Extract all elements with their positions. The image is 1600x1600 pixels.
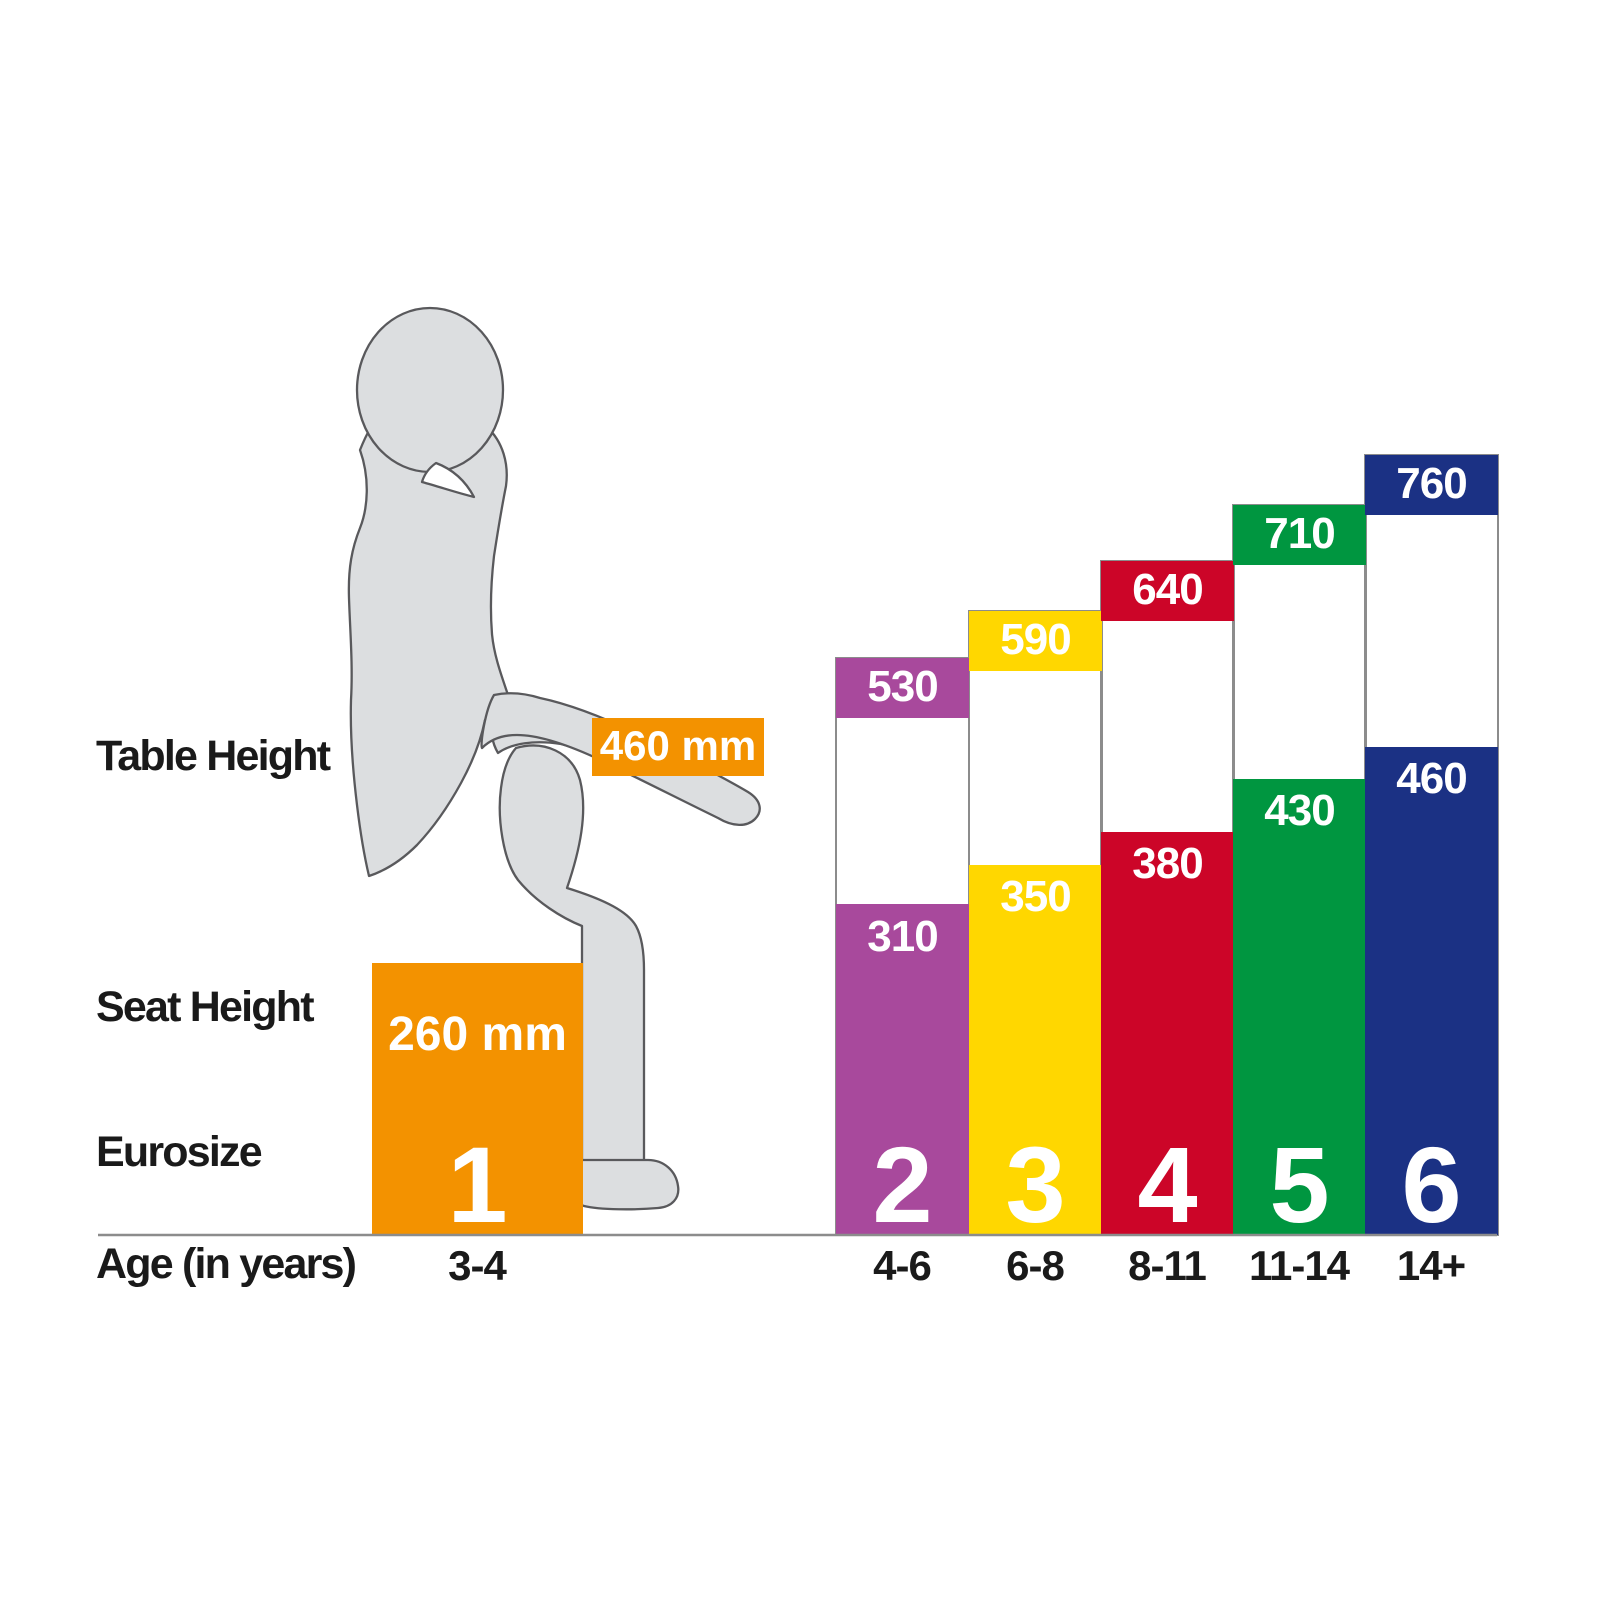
svg-text:14+: 14+ xyxy=(1397,1242,1465,1289)
svg-text:6-8: 6-8 xyxy=(1006,1242,1064,1289)
svg-text:710: 710 xyxy=(1264,509,1334,558)
svg-text:530: 530 xyxy=(867,662,937,711)
svg-text:3: 3 xyxy=(1005,1124,1065,1245)
svg-text:4: 4 xyxy=(1137,1124,1197,1245)
svg-text:Eurosize: Eurosize xyxy=(96,1128,262,1176)
svg-text:380: 380 xyxy=(1132,839,1202,888)
svg-text:460 mm: 460 mm xyxy=(600,722,756,769)
svg-text:4-6: 4-6 xyxy=(873,1242,931,1289)
svg-text:460: 460 xyxy=(1396,754,1466,803)
svg-text:760: 760 xyxy=(1396,459,1466,508)
svg-text:11-14: 11-14 xyxy=(1249,1242,1351,1289)
svg-text:3-4: 3-4 xyxy=(448,1242,507,1289)
svg-text:6: 6 xyxy=(1401,1124,1461,1245)
svg-text:1: 1 xyxy=(447,1124,507,1245)
svg-text:640: 640 xyxy=(1132,565,1202,614)
svg-text:430: 430 xyxy=(1264,786,1334,835)
svg-text:Age (in years): Age (in years) xyxy=(96,1240,356,1288)
svg-text:590: 590 xyxy=(1000,615,1070,664)
svg-text:5: 5 xyxy=(1269,1124,1329,1245)
svg-text:8-11: 8-11 xyxy=(1128,1242,1206,1289)
svg-text:2: 2 xyxy=(872,1124,932,1245)
svg-text:260 mm: 260 mm xyxy=(388,1008,567,1061)
svg-text:Table Height: Table Height xyxy=(96,732,331,780)
svg-text:350: 350 xyxy=(1000,872,1070,921)
svg-text:Seat Height: Seat Height xyxy=(96,983,314,1031)
svg-text:310: 310 xyxy=(867,912,937,961)
